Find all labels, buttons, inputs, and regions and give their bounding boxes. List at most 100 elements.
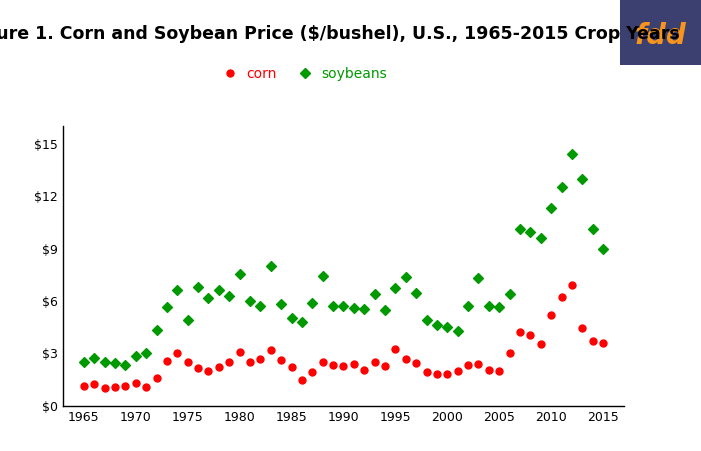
Point xyxy=(79,358,90,365)
Point xyxy=(151,375,162,382)
Point xyxy=(400,355,411,362)
Point xyxy=(99,384,110,391)
Point xyxy=(297,376,308,383)
Point xyxy=(359,366,370,373)
Point xyxy=(161,358,172,365)
Point xyxy=(317,358,328,365)
Point xyxy=(130,379,142,386)
Point xyxy=(182,316,193,323)
Point xyxy=(254,355,266,363)
Point xyxy=(297,319,308,326)
Point xyxy=(494,304,505,311)
Point xyxy=(515,226,526,233)
Point xyxy=(566,151,578,158)
Point xyxy=(390,345,401,353)
Point xyxy=(577,175,588,182)
Point xyxy=(400,274,411,281)
Point xyxy=(317,272,328,280)
Point xyxy=(254,303,266,310)
Point xyxy=(234,348,245,355)
Point xyxy=(224,293,235,300)
Point xyxy=(587,338,599,345)
Point xyxy=(390,285,401,292)
Point xyxy=(286,364,297,371)
Point xyxy=(193,283,204,290)
Point xyxy=(535,340,546,347)
Point xyxy=(130,353,142,360)
Point xyxy=(151,326,162,333)
Point xyxy=(442,370,453,377)
Point xyxy=(504,290,515,297)
Point xyxy=(120,361,131,368)
Point xyxy=(88,354,100,361)
Point xyxy=(463,362,474,369)
Point xyxy=(504,349,515,356)
Point xyxy=(421,316,433,323)
Point xyxy=(327,303,339,310)
Point xyxy=(307,299,318,307)
Point xyxy=(275,356,287,364)
Point xyxy=(525,228,536,235)
Point xyxy=(79,382,90,389)
Point xyxy=(348,305,360,312)
Point xyxy=(597,339,608,346)
Point xyxy=(234,270,245,277)
Legend: corn, soybeans: corn, soybeans xyxy=(210,61,393,86)
Point xyxy=(275,300,287,308)
Point xyxy=(245,297,256,304)
Point xyxy=(338,302,349,309)
Point xyxy=(379,307,390,314)
Point xyxy=(463,302,474,309)
Point xyxy=(182,358,193,365)
Point xyxy=(307,368,318,376)
Point xyxy=(452,368,463,375)
Point xyxy=(411,289,422,296)
Point xyxy=(265,262,276,270)
Point xyxy=(172,286,183,294)
Point xyxy=(348,361,360,368)
Text: fdd: fdd xyxy=(634,22,686,50)
Point xyxy=(161,303,172,310)
Point xyxy=(224,358,235,365)
Point xyxy=(442,323,453,330)
Point xyxy=(265,346,276,354)
Point xyxy=(203,367,214,374)
Point xyxy=(203,294,214,301)
Point xyxy=(359,305,370,313)
Point xyxy=(286,314,297,321)
Point xyxy=(379,363,390,370)
Point xyxy=(556,294,567,301)
Point xyxy=(545,205,557,212)
Point xyxy=(369,290,380,298)
Point xyxy=(515,329,526,336)
Point xyxy=(566,282,578,289)
Point xyxy=(120,382,131,389)
Point xyxy=(369,359,380,366)
Point xyxy=(411,360,422,367)
Point xyxy=(535,235,546,242)
Point xyxy=(327,361,339,368)
Point xyxy=(473,274,484,281)
Point xyxy=(577,324,588,331)
Point xyxy=(545,312,557,319)
Point xyxy=(483,366,494,373)
Point xyxy=(421,368,433,376)
Point xyxy=(494,367,505,374)
Point xyxy=(452,327,463,334)
Point xyxy=(88,381,100,388)
Point xyxy=(109,360,121,367)
Point xyxy=(213,286,224,293)
Point xyxy=(597,246,608,253)
Point xyxy=(525,331,536,339)
Point xyxy=(99,359,110,366)
Point xyxy=(193,365,204,372)
Point xyxy=(431,322,442,329)
Point xyxy=(213,363,224,370)
Point xyxy=(587,226,599,233)
Point xyxy=(172,350,183,357)
Point xyxy=(556,184,567,191)
Point xyxy=(483,302,494,309)
Point xyxy=(141,350,152,357)
Point xyxy=(473,360,484,367)
Point xyxy=(245,359,256,366)
